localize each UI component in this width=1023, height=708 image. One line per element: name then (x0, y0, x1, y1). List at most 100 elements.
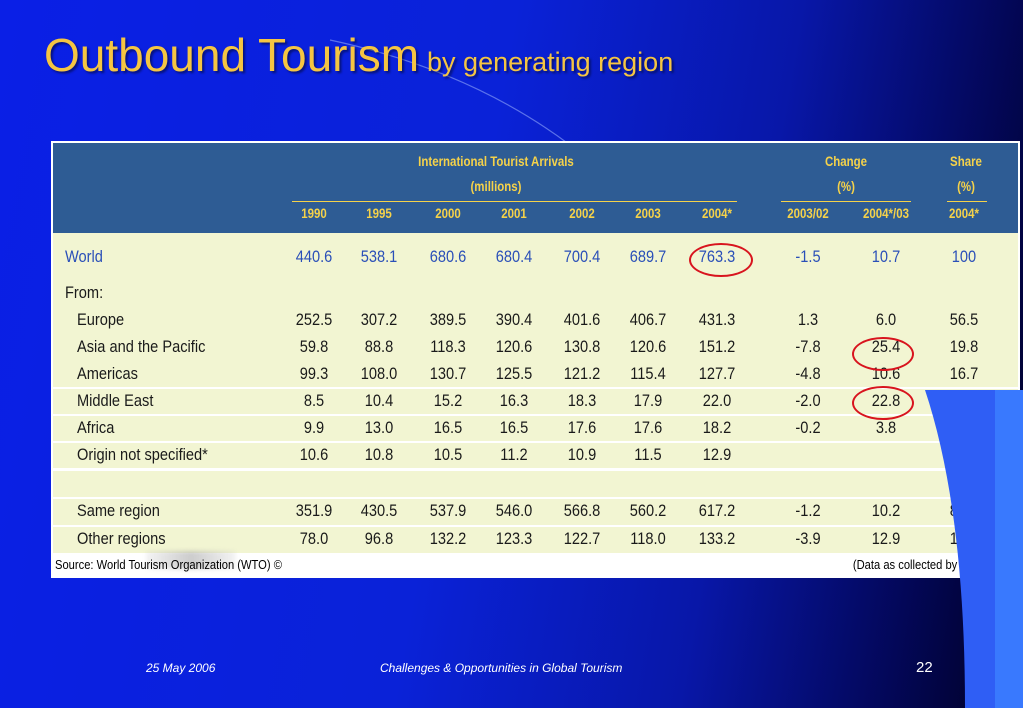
header-change: Change (824, 153, 868, 169)
table-cell: 133.2 (698, 529, 736, 548)
highlight-circle-middle-east-change (852, 386, 914, 420)
highlight-circle-world-2004 (689, 243, 753, 277)
table-cell: 389.5 (429, 310, 467, 329)
row-label: Other regions (77, 529, 166, 548)
table-cell: 390.4 (495, 310, 533, 329)
table-cell: 680.6 (429, 247, 467, 266)
table-row: Other regions 78.0 96.8 132.2 123.3 122.7 118.… (53, 527, 1018, 553)
table-cell: -3.9 (795, 529, 821, 548)
table-cell: 100 (951, 247, 977, 266)
table-cell: 10.4 (364, 391, 394, 410)
row-label: Origin not specified* (77, 445, 208, 464)
header-arrivals-unit: (millions) (470, 178, 522, 194)
table-cell: 15.2 (433, 391, 463, 410)
header-share-unit: (%) (957, 178, 975, 194)
table-cell: 99.3 (299, 364, 329, 383)
table-cell: 406.7 (629, 310, 667, 329)
corner-decoration (925, 390, 1023, 708)
page-number: 22 (916, 659, 933, 676)
table-cell: 537.9 (429, 501, 467, 520)
table-cell: 125.5 (495, 364, 533, 383)
column-header: 2003 (635, 205, 661, 221)
table-cell: 108.0 (360, 364, 398, 383)
table-cell: 9.9 (303, 418, 325, 437)
table-cell: 617.2 (698, 501, 736, 520)
table-row: Americas 99.3 108.0 130.7 125.5 121.2 115.4 127… (53, 362, 1018, 387)
highlight-circle-asia-change (852, 337, 914, 371)
table-cell: 10.9 (567, 445, 597, 464)
table-cell: 351.9 (295, 501, 333, 520)
table-row: Africa 9.9 13.0 16.5 16.5 17.6 17.6 18.2 -0.2 3.8… (53, 416, 1018, 441)
row-label: Americas (77, 364, 138, 383)
table-cell: 88.8 (364, 337, 394, 356)
table-cell: 17.6 (567, 418, 597, 437)
table-cell: 13.0 (364, 418, 394, 437)
row-label: World (65, 247, 103, 266)
table-cell: -7.8 (795, 337, 821, 356)
table-cell: -2.0 (795, 391, 821, 410)
row-label: From: (65, 283, 104, 302)
table-cell: 16.5 (433, 418, 463, 437)
table-cell: 11.5 (634, 445, 662, 464)
table-header-band (53, 143, 1018, 233)
row-label: Europe (77, 310, 125, 329)
tourism-table: International Tourist Arrivals (millions… (51, 141, 1020, 578)
title-main: Outbound Tourism (44, 29, 420, 81)
header-change-unit: (%) (837, 178, 855, 194)
table-cell: 538.1 (360, 247, 398, 266)
table-cell: 10.2 (871, 501, 901, 520)
table-cell: 18.3 (567, 391, 597, 410)
table-cell: 700.4 (563, 247, 601, 266)
table-cell: -1.5 (795, 247, 821, 266)
table-cell: 10.8 (364, 445, 394, 464)
table-cell: 8.5 (303, 391, 325, 410)
table-cell: 440.6 (295, 247, 333, 266)
table-cell: 78.0 (299, 529, 329, 548)
row-label: Middle East (77, 391, 154, 410)
table-cell: 123.3 (495, 529, 533, 548)
table-cell: 401.6 (563, 310, 601, 329)
column-header: 2001 (501, 205, 527, 221)
header-rule-change (781, 201, 911, 202)
table-cell: 115.4 (630, 364, 666, 383)
row-label: Asia and the Pacific (77, 337, 206, 356)
table-cell: 12.9 (702, 445, 732, 464)
blurred-logo (146, 551, 236, 569)
table-cell: 122.7 (563, 529, 601, 548)
table-cell: 127.7 (698, 364, 736, 383)
table-cell: 10.5 (433, 445, 463, 464)
column-header: 2004* (948, 205, 980, 221)
column-header: 2002 (569, 205, 595, 221)
table-cell: 430.5 (360, 501, 398, 520)
table-cell: 689.7 (629, 247, 667, 266)
footer-title: Challenges & Opportunities in Global Tou… (380, 661, 623, 675)
table-cell: 118.3 (430, 337, 466, 356)
column-header: 2004* (701, 205, 733, 221)
column-header: 1990 (301, 205, 327, 221)
row-label: Same region (77, 501, 160, 520)
table-cell: 130.7 (429, 364, 467, 383)
table-cell: -1.2 (795, 501, 821, 520)
table-cell: 118.0 (630, 529, 666, 548)
table-cell: 431.3 (698, 310, 736, 329)
table-cell: 120.6 (629, 337, 667, 356)
table-cell: 560.2 (629, 501, 667, 520)
table-cell: 19.8 (949, 337, 979, 356)
table-cell: -4.8 (795, 364, 821, 383)
table-cell: 130.8 (563, 337, 601, 356)
table-cell: 96.8 (364, 529, 394, 548)
table-cell: 10.6 (299, 445, 329, 464)
table-cell: 3.8 (875, 418, 897, 437)
source-note: Source: World Tourism Organization (WTO)… (55, 557, 282, 572)
table-cell: 252.5 (295, 310, 333, 329)
table-cell: 546.0 (495, 501, 533, 520)
table-cell: -0.2 (795, 418, 821, 437)
title-subtitle: by generating region (427, 47, 674, 77)
table-cell: 22.0 (702, 391, 732, 410)
header-share: Share (950, 153, 982, 169)
header-rule-share (947, 201, 987, 202)
header-arrivals: International Tourist Arrivals (418, 153, 574, 169)
table-cell: 121.2 (563, 364, 601, 383)
column-header: 1995 (366, 205, 392, 221)
table-cell: 566.8 (563, 501, 601, 520)
